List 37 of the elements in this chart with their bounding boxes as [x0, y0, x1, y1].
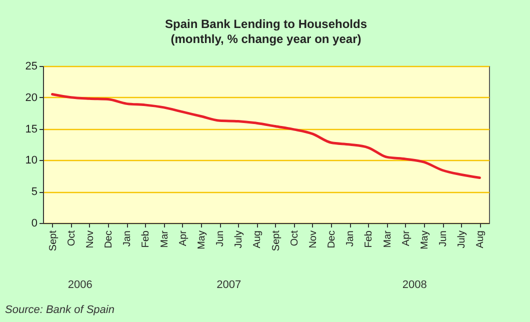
text: 2008 [402, 279, 427, 291]
x-tick-label: Sept [270, 230, 282, 252]
x-tick-label: Nov [84, 230, 96, 248]
x-tick-label: Feb [364, 230, 375, 248]
y-tick-label: 10 [25, 154, 38, 167]
x-tick-label: Mar [382, 230, 394, 248]
x-tick-label: Oct [66, 230, 78, 246]
x-tick-label: Nov [308, 230, 319, 248]
x-tick-label: Dec [104, 230, 115, 248]
x-tick-label: Mar [159, 230, 170, 248]
y-tick-label: 25 [25, 60, 38, 72]
y-tick-label: 5 [31, 186, 38, 198]
x-tick-label: May [419, 230, 430, 250]
y-tick-label: 0 [31, 218, 38, 230]
y-tick-label: 20 [25, 92, 38, 104]
chart-title: Spain Bank Lending to Households [164, 17, 368, 31]
line-series [51, 93, 481, 180]
x-tick-label: Jun [438, 230, 450, 247]
x-tick-label: Aug [475, 230, 486, 248]
x-tick-label: Feb [140, 230, 152, 248]
chart-subtitle: (monthly, % change year on year) [170, 32, 362, 46]
x-tick-label: May [196, 230, 208, 250]
x-tick-label: Oct [289, 230, 300, 246]
x-tick-label: Aug [252, 230, 264, 248]
x-tick-label: Apr [178, 230, 189, 246]
x-tick-label: Jan [345, 230, 356, 247]
text: 2006 [68, 279, 92, 291]
source-note: Source: Bank of Spain [5, 304, 114, 316]
x-tick-label: Jan [122, 230, 134, 247]
x-tick-label: July [456, 230, 468, 248]
x-tick-label: July [234, 230, 245, 248]
y-tick-label: 15 [25, 123, 38, 136]
x-tick-label: Jun [215, 230, 226, 247]
x-tick-label: Dec [326, 230, 338, 248]
x-tick-label: Apr [400, 230, 412, 246]
x-tick-label: Sept [48, 230, 59, 252]
text: 2007 [216, 279, 242, 291]
